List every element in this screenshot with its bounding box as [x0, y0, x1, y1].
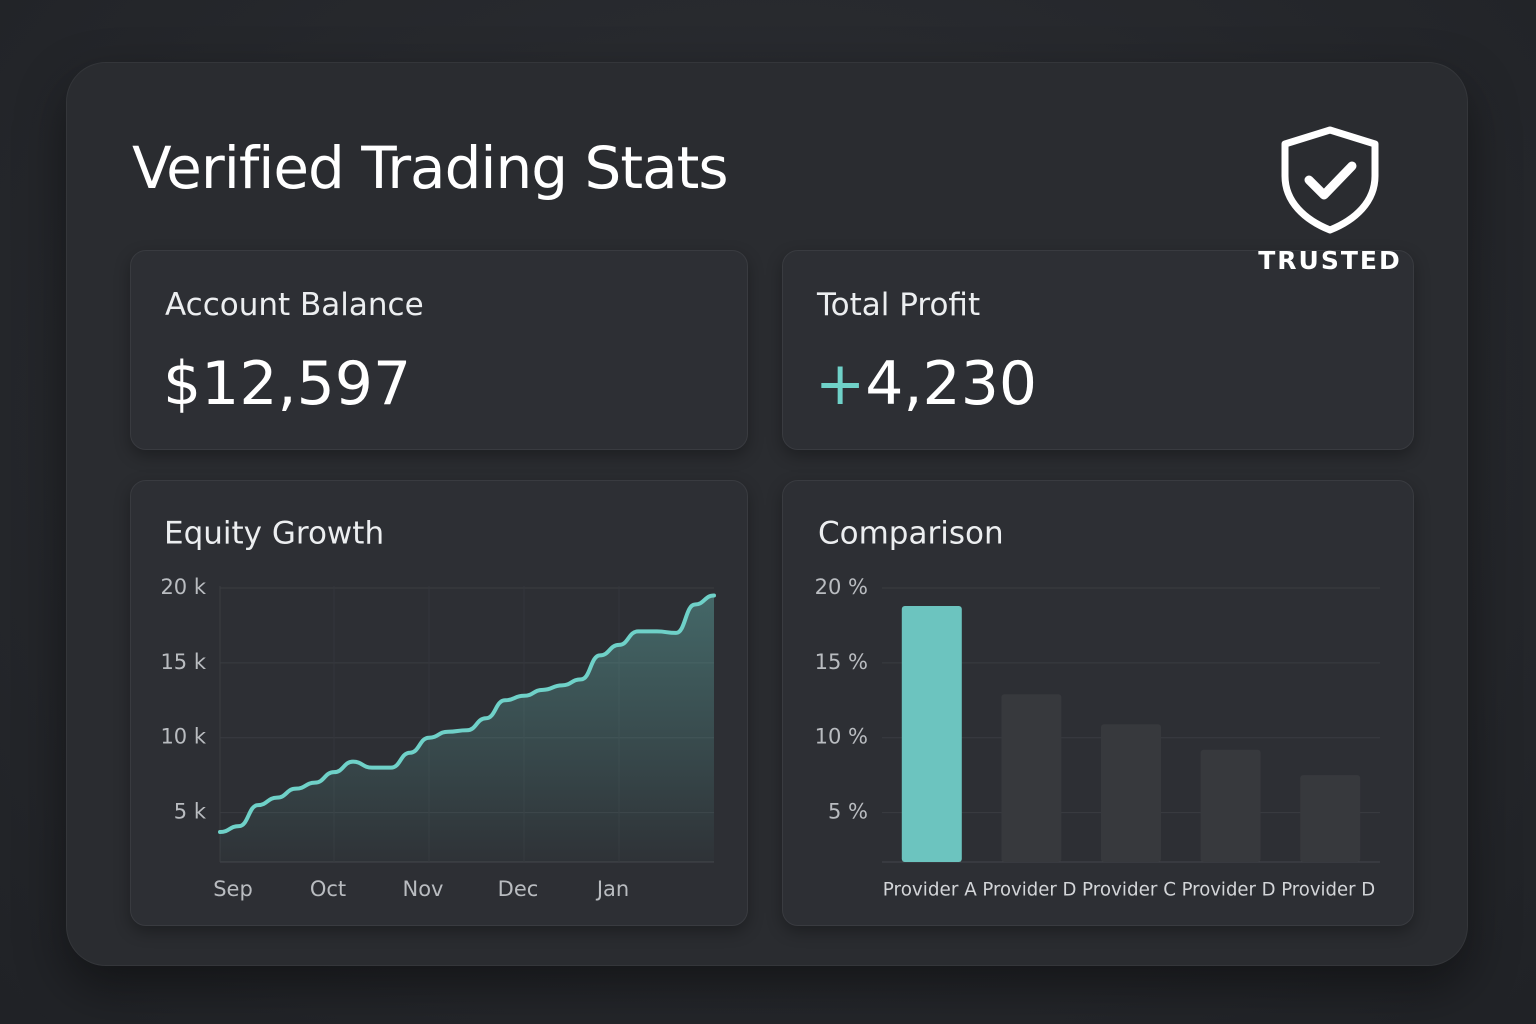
chart-title: Comparison	[818, 516, 1004, 552]
shield-icon	[1281, 126, 1379, 234]
x-tick-label: Provider D	[1281, 879, 1375, 901]
x-tick-label: Provider D	[1182, 879, 1276, 901]
y-tick-label: 10 %	[815, 725, 868, 749]
y-tick-label: 20 %	[815, 575, 868, 599]
balance-value: $12,597	[163, 349, 412, 419]
profit-sign: +	[815, 349, 866, 419]
x-tick-label: Jan	[595, 877, 629, 901]
trusted-badge: TRUSTED	[1250, 124, 1410, 275]
y-tick-label: 10 k	[160, 725, 206, 749]
profit-value: 4,230	[865, 349, 1038, 419]
chart-title: Equity Growth	[164, 516, 384, 552]
bar	[1001, 694, 1062, 862]
x-tick-label: Provider D	[982, 879, 1076, 901]
bar	[1300, 775, 1361, 862]
equity-line	[218, 593, 716, 835]
x-tick-label: Provider C	[1082, 879, 1176, 901]
x-tick-label: Nov	[403, 877, 444, 901]
bar	[1101, 724, 1161, 862]
trusted-label: TRUSTED	[1258, 246, 1402, 275]
x-tick-label: Oct	[310, 877, 346, 901]
bar	[901, 605, 962, 862]
profit-value-wrap: +4,230	[815, 349, 1037, 419]
balance-card: Account Balance $12,597	[130, 250, 748, 450]
y-tick-label: 15 %	[815, 650, 868, 674]
balance-label: Account Balance	[165, 287, 424, 323]
y-tick-label: 15 k	[160, 650, 206, 674]
x-tick-label: Dec	[498, 877, 539, 901]
bar	[1200, 749, 1261, 862]
profit-label: Total Profit	[817, 287, 981, 323]
x-tick-label: Provider A	[883, 879, 977, 901]
page-title: Verified Trading Stats	[132, 134, 729, 202]
equity-area	[220, 595, 714, 862]
y-tick-label: 5 k	[174, 800, 207, 824]
y-tick-label: 20 k	[160, 575, 206, 599]
y-tick-label: 5 %	[828, 800, 868, 824]
profit-card: Total Profit +4,230	[782, 250, 1414, 450]
x-tick-label: Sep	[213, 877, 253, 901]
